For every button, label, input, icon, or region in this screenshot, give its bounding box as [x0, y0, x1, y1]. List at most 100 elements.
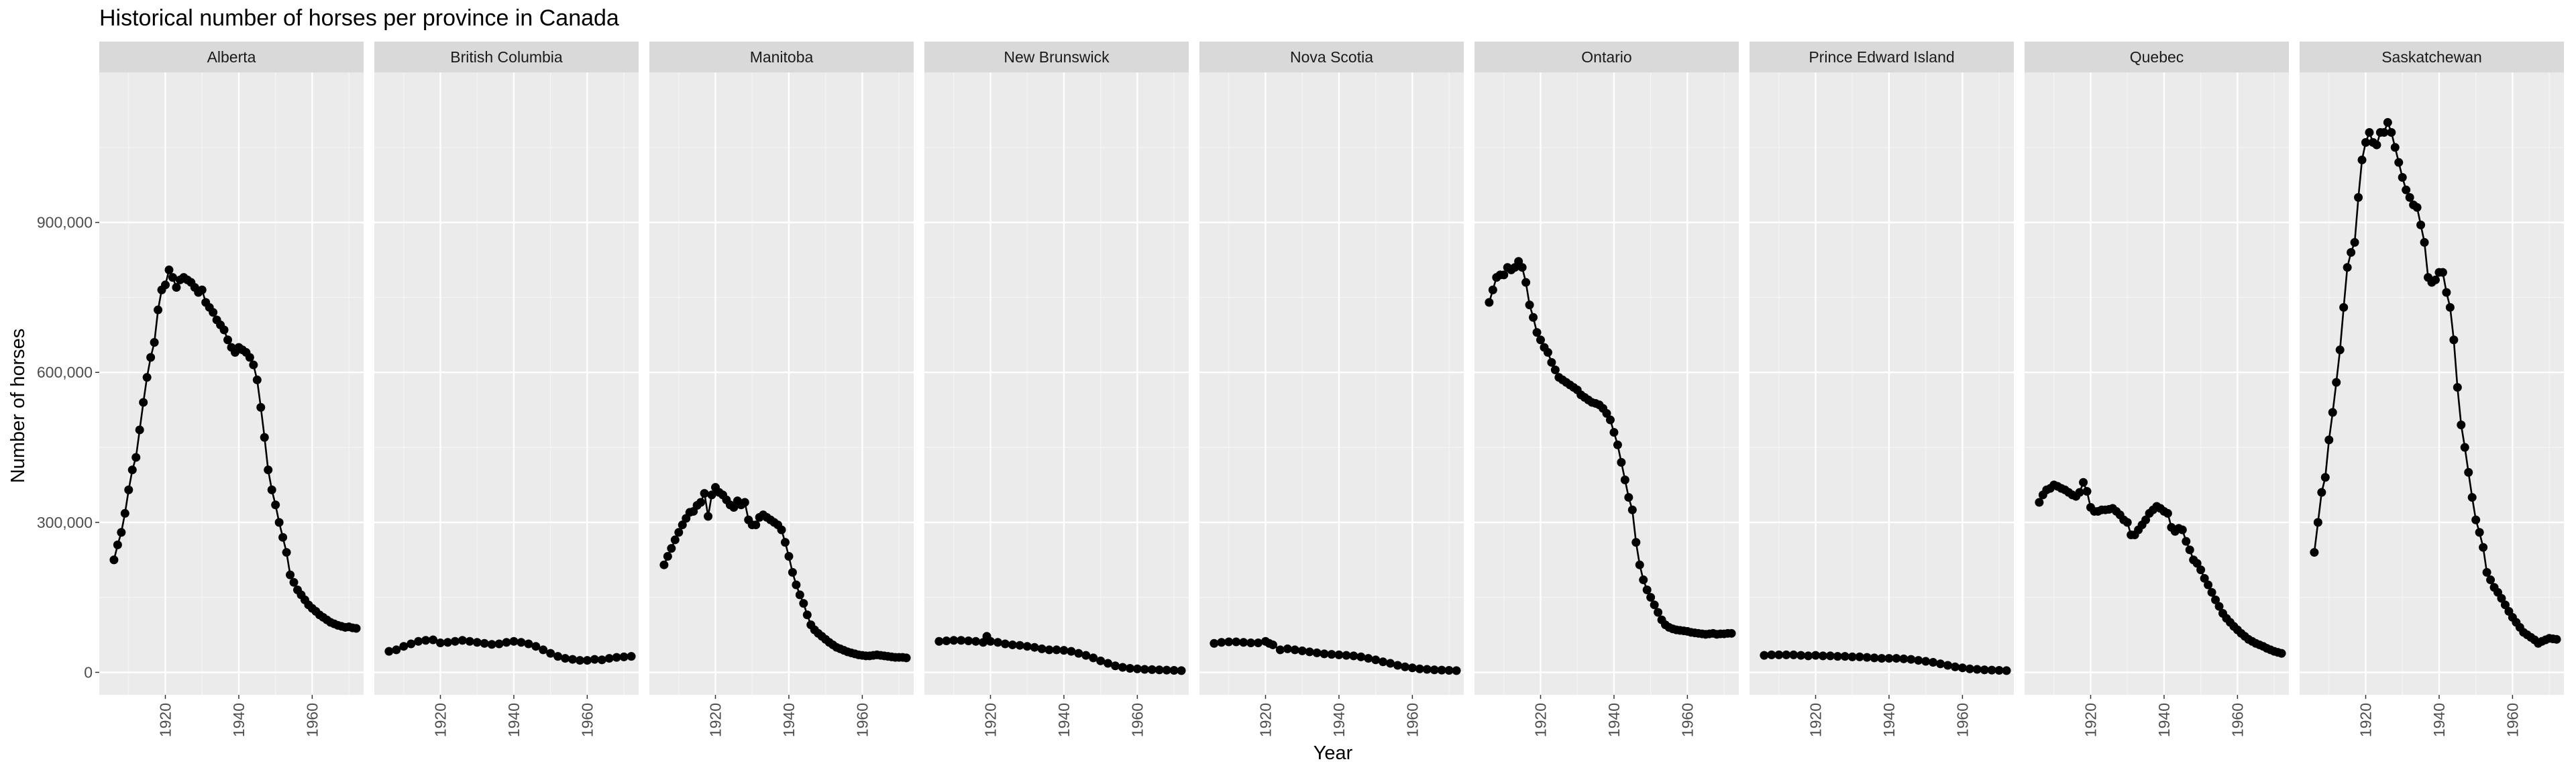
- facet-strip-label: New Brunswick: [1004, 48, 1110, 66]
- data-point: [795, 590, 804, 600]
- data-point: [1840, 652, 1849, 661]
- data-point: [1774, 650, 1784, 659]
- data-point: [2449, 335, 2459, 345]
- data-point: [1965, 664, 1974, 673]
- data-point: [267, 485, 276, 494]
- facet-strip: [2025, 42, 2289, 72]
- data-point: [1349, 651, 1358, 661]
- data-point: [494, 639, 504, 649]
- data-point: [1624, 493, 1633, 502]
- data-point: [1290, 645, 1299, 655]
- y-tick-label: 900,000: [37, 214, 93, 231]
- data-point: [659, 560, 669, 569]
- facet-panel: Ontario 1920 1940 1960: [1474, 42, 1739, 737]
- data-point: [1907, 655, 1916, 664]
- data-point: [1118, 663, 1127, 672]
- data-point: [568, 655, 577, 664]
- facet-strip: [374, 42, 639, 72]
- data-point: [784, 552, 794, 561]
- x-tick-label: 1940: [1605, 703, 1623, 737]
- data-point: [1782, 650, 1791, 659]
- facet-panel: Quebec 1920 1940 1960: [2025, 42, 2289, 737]
- data-point: [1811, 651, 1820, 660]
- data-point: [1847, 652, 1857, 661]
- data-point: [2416, 220, 2426, 229]
- data-point: [135, 425, 144, 435]
- data-point: [2317, 488, 2326, 497]
- facet-strip: [649, 42, 914, 72]
- data-point: [1430, 665, 1439, 675]
- data-point: [472, 638, 482, 647]
- data-point: [1334, 650, 1344, 659]
- data-point: [131, 453, 141, 462]
- x-tick-label: 1920: [1532, 703, 1550, 737]
- data-point: [124, 485, 133, 494]
- data-point: [674, 528, 684, 537]
- data-point: [704, 512, 713, 521]
- data-point: [197, 285, 207, 294]
- data-point: [670, 535, 680, 545]
- data-point: [450, 636, 460, 646]
- facet-background: [1199, 72, 1464, 695]
- data-point: [1654, 608, 1663, 617]
- data-point: [1642, 585, 1652, 594]
- facet-strip-label: Ontario: [1581, 48, 1631, 66]
- data-point: [407, 639, 416, 649]
- data-point: [986, 636, 995, 646]
- data-point: [256, 402, 266, 412]
- data-point: [164, 265, 174, 274]
- data-point: [582, 656, 592, 665]
- x-tick-label: 1920: [2357, 703, 2375, 737]
- data-point: [2372, 140, 2381, 150]
- data-point: [1000, 639, 1010, 649]
- data-point: [399, 642, 409, 651]
- data-point: [1111, 661, 1120, 671]
- data-point: [352, 624, 361, 633]
- data-point: [696, 498, 706, 507]
- facet-strip: [924, 42, 1189, 72]
- data-point: [509, 636, 519, 646]
- data-point: [524, 639, 533, 649]
- data-point: [2379, 127, 2389, 137]
- data-point: [1627, 505, 1637, 514]
- data-point: [487, 640, 496, 649]
- data-point: [1521, 278, 1531, 287]
- data-point: [2438, 268, 2447, 277]
- data-point: [2192, 559, 2202, 568]
- data-point: [1804, 651, 1813, 661]
- data-point: [1254, 638, 1263, 647]
- data-point: [740, 498, 749, 507]
- data-point: [127, 465, 137, 475]
- facets: Alberta 1920 1940 1960 British Columbia 1920 1…: [99, 42, 2564, 737]
- x-tick-label: 1920: [432, 703, 449, 737]
- data-point: [2394, 158, 2404, 167]
- data-point: [2328, 408, 2337, 417]
- facet-panel: British Columbia 1920 1940 1960: [374, 42, 639, 737]
- data-point: [2361, 137, 2370, 147]
- data-point: [1796, 651, 1806, 660]
- x-tick-label: 1920: [707, 703, 724, 737]
- data-point: [1177, 666, 1186, 675]
- data-point: [1994, 665, 2004, 675]
- data-point: [1488, 285, 1497, 294]
- y-tick-label: 600,000: [37, 364, 93, 381]
- data-point: [2350, 237, 2359, 247]
- data-point: [1884, 654, 1894, 663]
- facet-panel: Manitoba 1920 1940 1960: [649, 42, 914, 737]
- data-point: [1639, 575, 1648, 585]
- data-point: [799, 599, 808, 608]
- data-point: [1499, 270, 1509, 280]
- data-point: [1833, 652, 1842, 661]
- data-point: [2123, 518, 2132, 527]
- facet-strip-label: British Columbia: [450, 48, 563, 66]
- data-point: [1364, 654, 1373, 663]
- data-point: [2182, 537, 2191, 546]
- data-point: [2035, 498, 2044, 507]
- data-point: [1132, 664, 1142, 673]
- x-tick-label: 1940: [1880, 703, 1898, 737]
- data-point: [2214, 602, 2224, 611]
- data-point: [561, 654, 570, 663]
- x-tick-label: 1940: [2155, 703, 2173, 737]
- data-point: [1862, 653, 1872, 662]
